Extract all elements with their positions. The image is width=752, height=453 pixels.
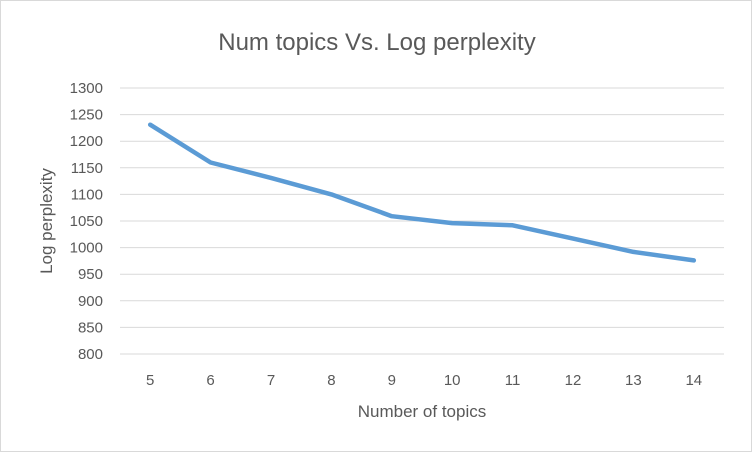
y-axis-title: Log perplexity (37, 168, 56, 274)
x-tick-labels: 5 6 7 8 9 10 11 12 13 14 (146, 372, 702, 389)
x-tick-label: 11 (505, 372, 521, 389)
x-tick-label: 8 (327, 372, 335, 389)
x-tick-label: 6 (206, 372, 214, 389)
y-tick-label: 1050 (70, 213, 103, 230)
y-tick-label: 900 (78, 293, 103, 310)
x-tick-label: 13 (625, 372, 642, 389)
chart-title: Num topics Vs. Log perplexity (218, 29, 535, 56)
y-tick-label: 1000 (70, 240, 103, 257)
y-tick-label: 1250 (70, 107, 103, 124)
x-tick-label: 7 (267, 372, 275, 389)
series-line (147, 122, 697, 263)
y-tick-label: 950 (78, 266, 103, 283)
y-tick-label: 800 (78, 346, 103, 363)
y-tick-label: 1100 (71, 186, 103, 203)
y-tick-labels: 800 850 900 950 1000 1050 1100 1150 1200 1250 1300 (70, 80, 103, 363)
y-tick-label: 1200 (70, 133, 103, 150)
x-tick-label: 14 (685, 372, 702, 389)
y-tick-label: 1300 (70, 80, 103, 97)
series-layer (147, 122, 697, 263)
x-tick-label: 10 (444, 372, 461, 389)
x-axis-title: Number of topics (358, 402, 487, 421)
y-tick-label: 1150 (71, 160, 103, 177)
x-tick-label: 9 (388, 372, 396, 389)
x-tick-label: 5 (146, 372, 154, 389)
y-tick-label: 850 (78, 319, 103, 336)
x-tick-label: 12 (565, 372, 582, 389)
